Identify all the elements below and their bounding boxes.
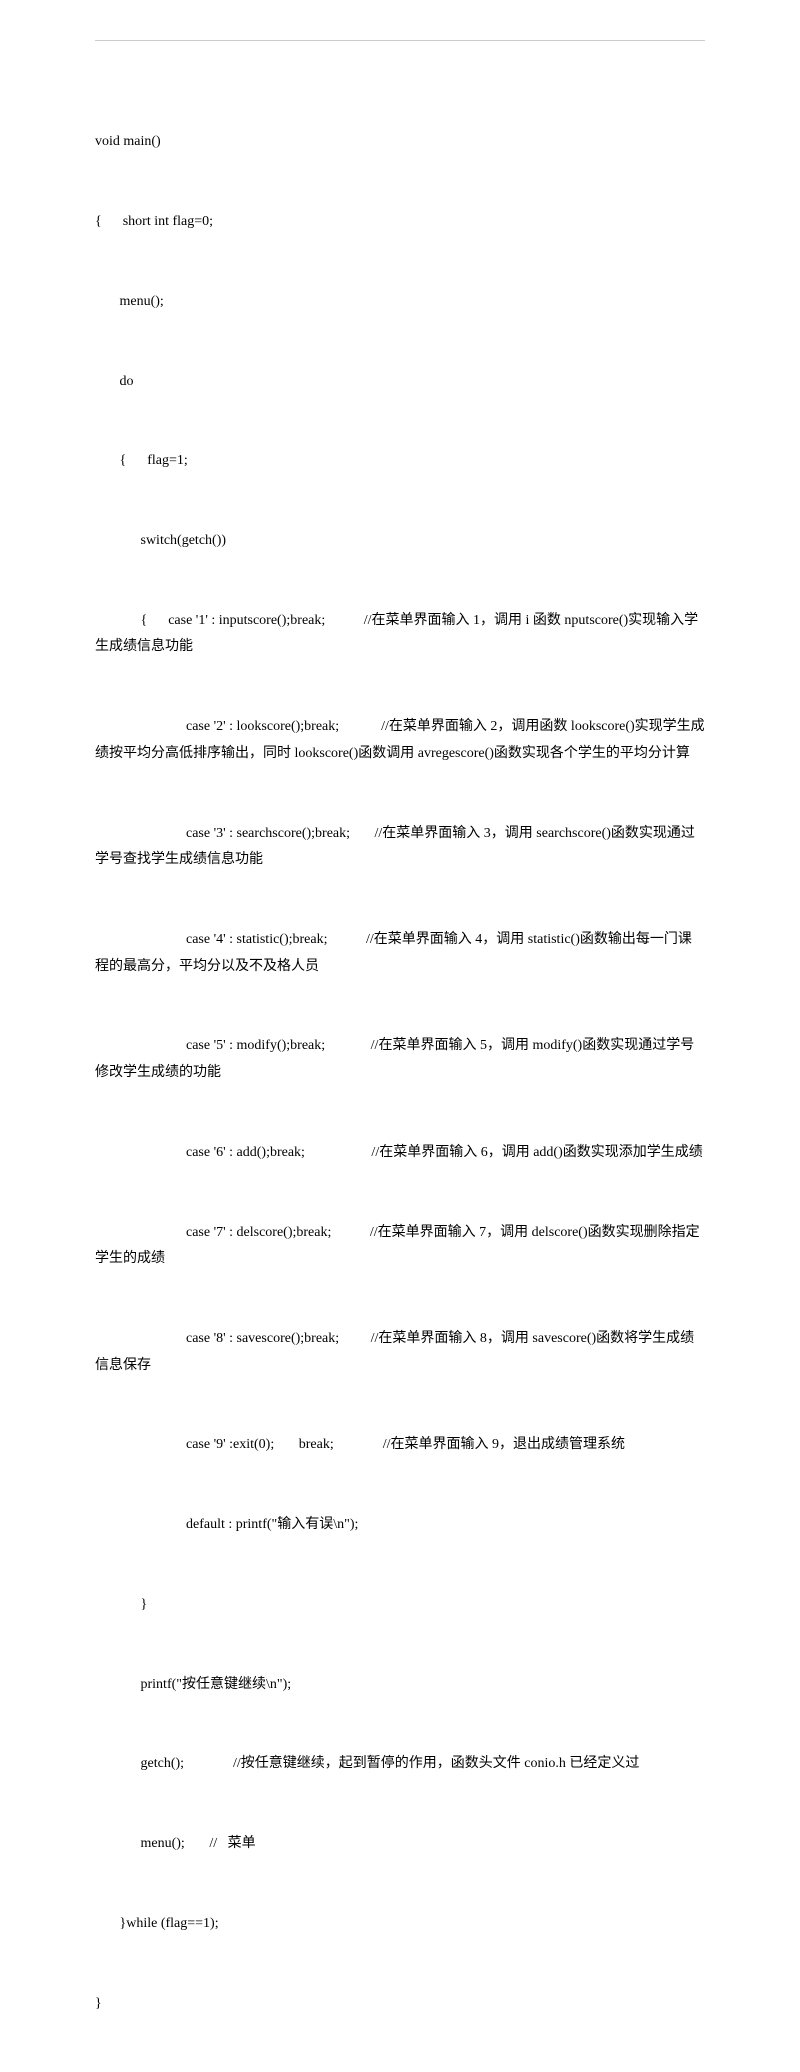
code-line: }while (flag==1); — [95, 1911, 705, 1938]
code-line: { case '1' : inputscore();break; //在菜单界面… — [95, 608, 705, 661]
code-line: { flag=1; — [95, 448, 705, 475]
top-divider — [95, 40, 705, 41]
code-line: menu(); // 菜单 — [95, 1831, 705, 1858]
code-line: case '9' :exit(0); break; //在菜单界面输入 9，退出… — [95, 1432, 705, 1459]
code-line: case '3' : searchscore();break; //在菜单界面输… — [95, 821, 705, 874]
code-line: case '5' : modify();break; //在菜单界面输入 5，调… — [95, 1033, 705, 1086]
code-line: case '4' : statistic();break; //在菜单界面输入 … — [95, 927, 705, 980]
document-page: void main() { short int flag=0; menu(); … — [0, 40, 800, 2072]
code-line: case '8' : savescore();break; //在菜单界面输入 … — [95, 1326, 705, 1379]
code-line: menu(); — [95, 289, 705, 316]
code-line: case '7' : delscore();break; //在菜单界面输入 7… — [95, 1220, 705, 1273]
code-line: switch(getch()) — [95, 528, 705, 555]
code-line: do — [95, 369, 705, 396]
code-line: case '2' : lookscore();break; //在菜单界面输入 … — [95, 714, 705, 767]
code-line: } — [95, 1592, 705, 1619]
code-line: default : printf("输入有误\n"); — [95, 1512, 705, 1539]
code-line: void main() — [95, 129, 705, 156]
code-line: printf("按任意键继续\n"); — [95, 1672, 705, 1699]
code-line: } — [95, 1991, 705, 2018]
code-line: { short int flag=0; — [95, 209, 705, 236]
code-content: void main() { short int flag=0; menu(); … — [95, 76, 705, 2072]
code-line: getch(); //按任意键继续，起到暂停的作用，函数头文件 conio.h … — [95, 1751, 705, 1778]
code-line: case '6' : add();break; //在菜单界面输入 6，调用 a… — [95, 1140, 705, 1167]
